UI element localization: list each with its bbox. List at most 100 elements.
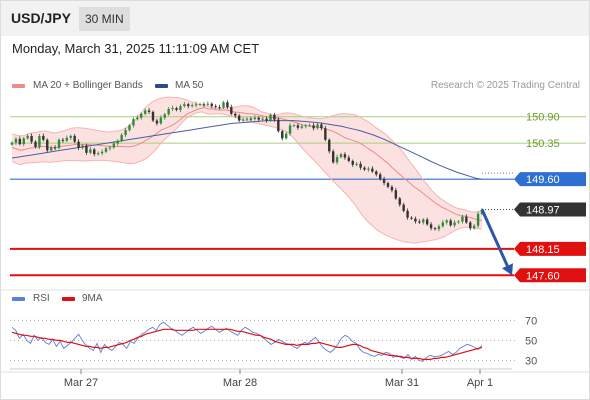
candle-body <box>10 142 14 145</box>
candle-body <box>269 114 272 121</box>
candle-body <box>351 160 354 165</box>
candle-body <box>179 106 182 110</box>
candle-body <box>206 103 210 105</box>
level-label-1: 150.35 <box>526 138 560 150</box>
credit-text: Research © 2025 Trading Central <box>430 80 580 91</box>
candle-body <box>230 107 233 114</box>
candle-body <box>57 139 61 148</box>
candle-body <box>210 103 213 107</box>
candle-body <box>202 104 206 106</box>
candle-body <box>226 102 229 108</box>
candle-body <box>128 125 131 131</box>
candle-body <box>453 222 456 226</box>
candle-body <box>402 204 405 211</box>
candle-body <box>312 125 315 129</box>
candle-body <box>425 219 429 225</box>
candle-body <box>163 114 166 118</box>
bollinger-lower-line <box>11 111 483 244</box>
level-tag-4 <box>514 268 586 283</box>
x-tick-label: Mar 27 <box>64 377 98 389</box>
candle-body <box>140 113 143 118</box>
candle-body <box>85 145 88 153</box>
candle-body <box>461 216 464 222</box>
instrument-title: USD/JPY <box>11 10 71 26</box>
candle-body <box>183 104 186 107</box>
rsi-tick-50: 50 <box>525 335 537 347</box>
candle-body <box>476 213 480 226</box>
rsi-line <box>11 321 483 362</box>
rsi-legend-swatch <box>12 297 25 301</box>
ma50-line <box>11 120 483 180</box>
candle-body <box>136 117 139 120</box>
candle-body <box>171 108 174 110</box>
candle-body <box>296 125 300 128</box>
candle-body <box>26 135 29 139</box>
candle-body <box>198 104 202 106</box>
candle-body <box>222 102 225 108</box>
candle-body <box>257 117 260 120</box>
candle-body <box>249 118 253 120</box>
candle-body <box>386 183 390 187</box>
candle-body <box>241 119 245 121</box>
candle-body <box>273 114 276 120</box>
candle-body <box>265 118 268 121</box>
rsi-tick-30: 30 <box>525 355 537 367</box>
candle-body <box>418 221 421 223</box>
candle-body <box>320 124 323 129</box>
candle-body <box>375 171 378 175</box>
candle-body <box>281 131 284 139</box>
candle-body <box>132 119 135 126</box>
candle-body <box>328 139 331 152</box>
candle-body <box>167 109 170 115</box>
bb-legend-swatch <box>12 84 25 88</box>
candle-body <box>61 139 65 141</box>
candle-body <box>53 147 57 149</box>
ma50-legend-label: MA 50 <box>175 80 204 91</box>
candle-body <box>277 119 280 132</box>
candle-body <box>469 222 472 229</box>
candle-body <box>194 104 198 106</box>
forecast-arrow-shaft <box>480 208 510 268</box>
candle-body <box>437 226 441 230</box>
candle-body <box>14 138 18 143</box>
candle-body <box>363 167 366 170</box>
candle-body <box>335 157 339 163</box>
candle-body <box>69 135 72 138</box>
candle-body <box>378 174 382 180</box>
bb-legend-label: MA 20 + Bollinger Bands <box>33 80 143 91</box>
candle-body <box>414 218 417 222</box>
candle-body <box>116 140 119 144</box>
candle-body <box>359 163 362 168</box>
bollinger-upper-line <box>11 96 483 213</box>
header-bar: USD/JPY 30 MIN <box>0 0 590 36</box>
candle-body <box>89 149 92 153</box>
candle-body <box>347 157 351 161</box>
level-label-2: 149.60 <box>526 174 560 186</box>
level-tag-3 <box>514 241 586 256</box>
candle-body <box>49 147 53 151</box>
level-label-4: 147.60 <box>526 270 560 282</box>
level-tag-2 <box>514 172 586 187</box>
candle-body <box>308 125 311 127</box>
ma50-legend-swatch <box>155 84 168 88</box>
candle-body <box>38 135 41 147</box>
candle-body <box>120 134 123 141</box>
candle-body <box>147 110 151 112</box>
candle-body <box>46 139 49 151</box>
x-tick-label: Mar 28 <box>223 377 257 389</box>
candle-body <box>316 124 319 129</box>
candle-body <box>339 154 343 158</box>
x-tick-label: Apr 1 <box>467 377 493 389</box>
candle-body <box>429 224 433 229</box>
timeframe-button[interactable]: 30 MIN <box>79 7 130 31</box>
candle-body <box>367 168 370 170</box>
last-price-label: 148.97 <box>526 204 560 216</box>
candle-body <box>304 125 307 127</box>
candle-body <box>77 141 80 148</box>
candle-body <box>93 149 96 155</box>
candle-body <box>155 120 159 124</box>
rsi-ma-legend-swatch <box>62 297 75 301</box>
